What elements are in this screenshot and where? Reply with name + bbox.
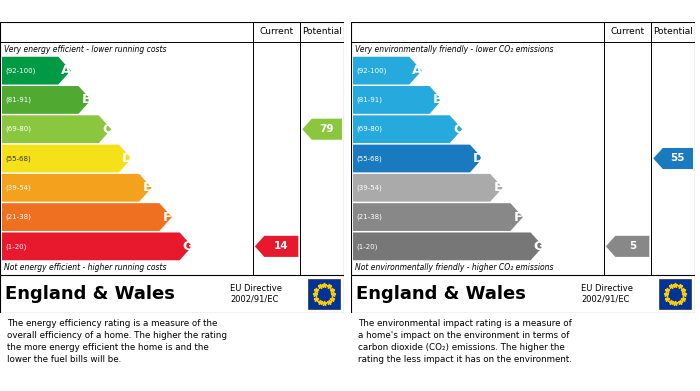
- Polygon shape: [2, 174, 152, 202]
- Polygon shape: [353, 86, 442, 114]
- Text: Current: Current: [260, 27, 293, 36]
- Polygon shape: [255, 236, 298, 257]
- Polygon shape: [2, 203, 172, 231]
- Text: C: C: [453, 123, 463, 136]
- Text: Not environmentally friendly - higher CO₂ emissions: Not environmentally friendly - higher CO…: [355, 264, 554, 273]
- Polygon shape: [353, 174, 503, 202]
- Text: 5: 5: [629, 241, 636, 251]
- Text: Very environmentally friendly - lower CO₂ emissions: Very environmentally friendly - lower CO…: [355, 45, 554, 54]
- Text: (92-100): (92-100): [5, 67, 36, 74]
- Text: (81-91): (81-91): [356, 97, 382, 103]
- Text: G: G: [533, 240, 544, 253]
- Text: B: B: [82, 93, 92, 106]
- Text: B: B: [433, 93, 442, 106]
- Text: EU Directive
2002/91/EC: EU Directive 2002/91/EC: [230, 284, 283, 304]
- Text: (55-68): (55-68): [5, 155, 31, 162]
- Text: 55: 55: [671, 154, 685, 163]
- Text: 14: 14: [274, 241, 288, 251]
- Polygon shape: [353, 203, 523, 231]
- Text: 79: 79: [320, 124, 334, 134]
- Text: England & Wales: England & Wales: [356, 285, 526, 303]
- Text: Energy Efficiency Rating: Energy Efficiency Rating: [6, 5, 169, 18]
- Text: (92-100): (92-100): [356, 67, 386, 74]
- Text: England & Wales: England & Wales: [5, 285, 175, 303]
- Polygon shape: [353, 57, 422, 84]
- Polygon shape: [2, 115, 111, 143]
- Text: D: D: [122, 152, 133, 165]
- Text: (1-20): (1-20): [5, 243, 27, 249]
- Text: (55-68): (55-68): [356, 155, 382, 162]
- Polygon shape: [2, 145, 132, 172]
- Text: Very energy efficient - lower running costs: Very energy efficient - lower running co…: [4, 45, 167, 54]
- Bar: [308, 279, 340, 309]
- Polygon shape: [353, 145, 482, 172]
- Text: G: G: [182, 240, 193, 253]
- Text: The environmental impact rating is a measure of
a home's impact on the environme: The environmental impact rating is a mea…: [358, 319, 572, 364]
- Text: (21-38): (21-38): [5, 214, 31, 220]
- Text: Environmental Impact (CO₂) Rating: Environmental Impact (CO₂) Rating: [357, 5, 589, 18]
- Polygon shape: [2, 57, 71, 84]
- Polygon shape: [606, 236, 650, 257]
- Text: The energy efficiency rating is a measure of the
overall efficiency of a home. T: The energy efficiency rating is a measur…: [7, 319, 227, 364]
- Text: E: E: [143, 181, 152, 194]
- Text: Not energy efficient - higher running costs: Not energy efficient - higher running co…: [4, 264, 167, 273]
- Text: F: F: [514, 211, 523, 224]
- Text: Current: Current: [610, 27, 645, 36]
- Text: E: E: [494, 181, 503, 194]
- Text: Potential: Potential: [653, 27, 693, 36]
- Bar: [659, 279, 691, 309]
- Text: (21-38): (21-38): [356, 214, 382, 220]
- Text: C: C: [102, 123, 112, 136]
- Polygon shape: [353, 115, 462, 143]
- Text: (39-54): (39-54): [356, 185, 382, 191]
- Text: (81-91): (81-91): [5, 97, 31, 103]
- Polygon shape: [2, 86, 91, 114]
- Text: A: A: [62, 64, 71, 77]
- Text: (39-54): (39-54): [5, 185, 31, 191]
- Text: (1-20): (1-20): [356, 243, 377, 249]
- Text: A: A: [412, 64, 423, 77]
- Polygon shape: [2, 233, 192, 260]
- Text: EU Directive
2002/91/EC: EU Directive 2002/91/EC: [582, 284, 634, 304]
- Text: D: D: [473, 152, 484, 165]
- Polygon shape: [353, 233, 543, 260]
- Polygon shape: [653, 148, 693, 169]
- Polygon shape: [302, 119, 342, 140]
- Text: Potential: Potential: [302, 27, 342, 36]
- Text: (69-80): (69-80): [356, 126, 382, 133]
- Text: F: F: [163, 211, 172, 224]
- Text: (69-80): (69-80): [5, 126, 31, 133]
